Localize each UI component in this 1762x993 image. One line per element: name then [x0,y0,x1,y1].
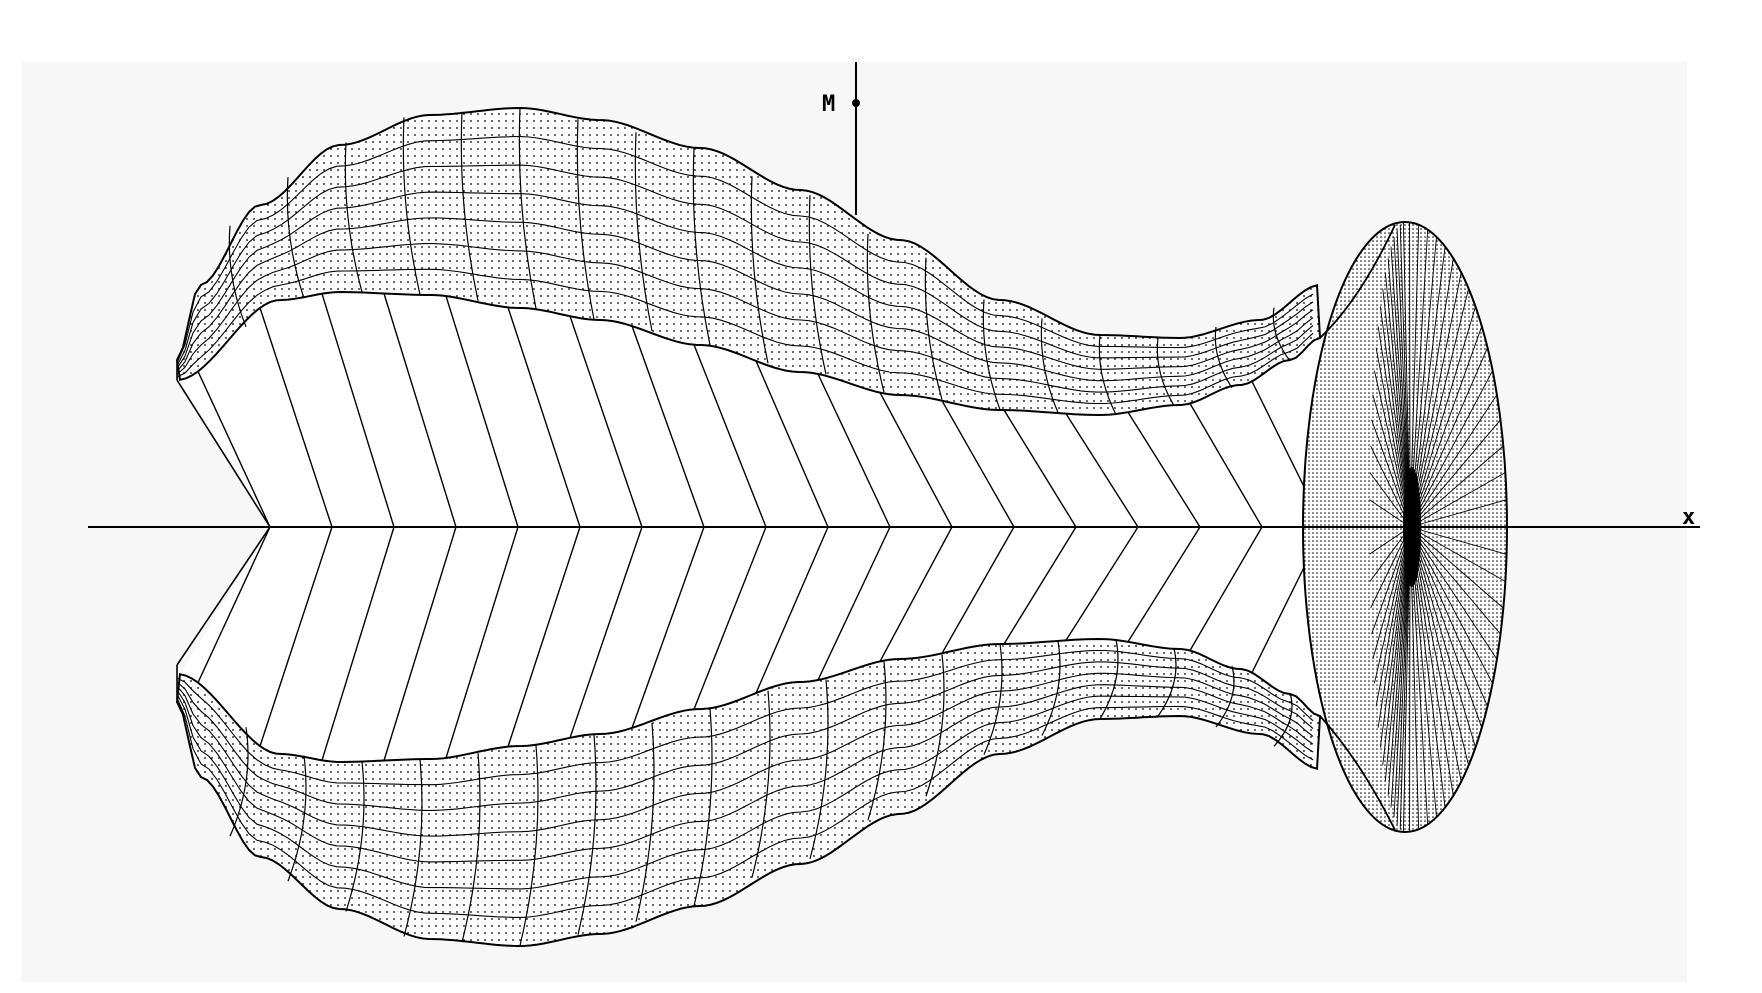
vertical-axis-marker [852,99,860,107]
vertical-axis-label: M [822,92,835,117]
horizontal-axis-label: x [1682,505,1695,530]
